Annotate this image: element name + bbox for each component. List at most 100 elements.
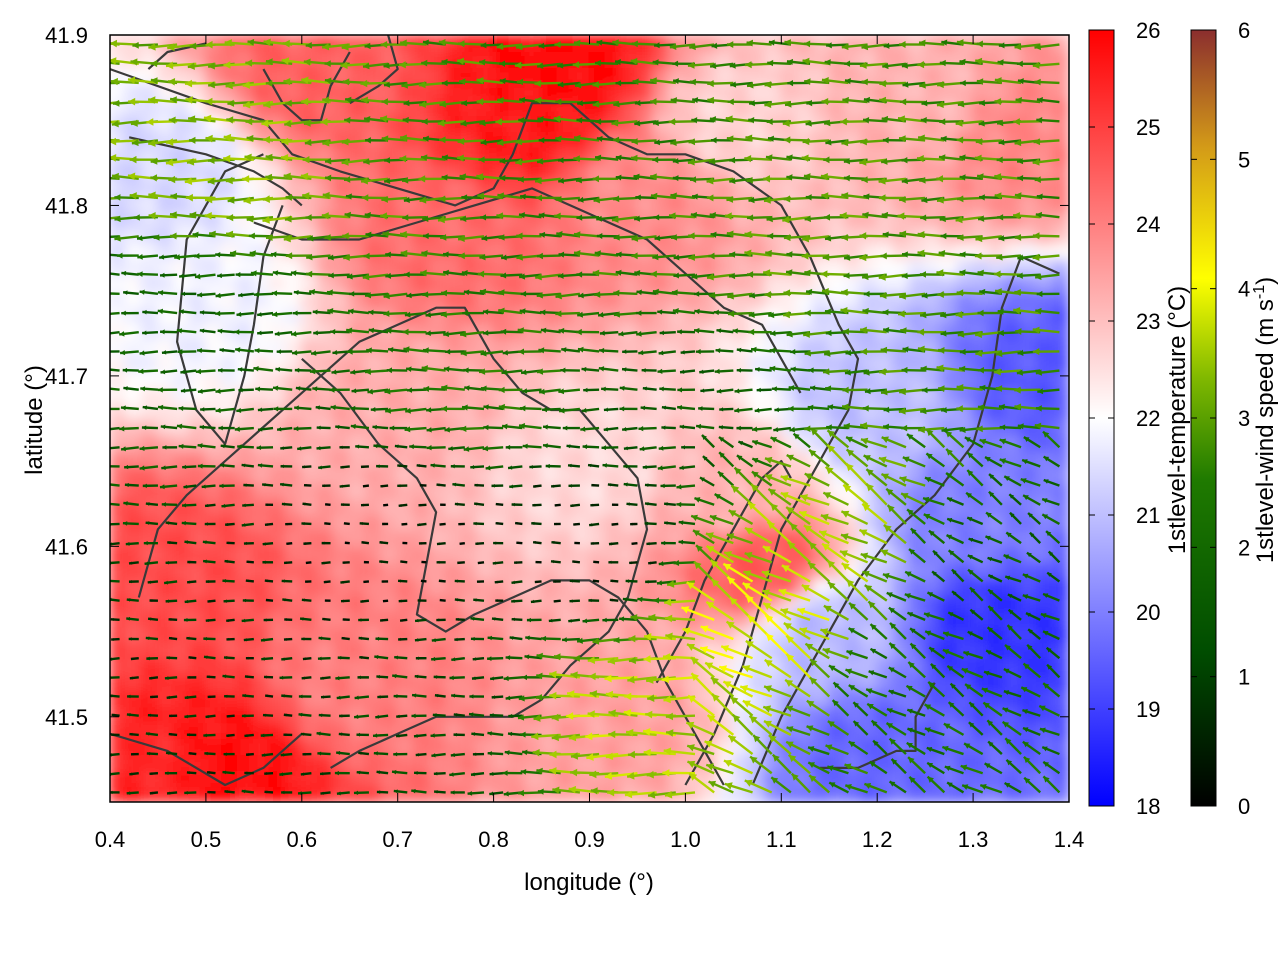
heatmap-cell bbox=[636, 689, 655, 708]
heatmap-cell bbox=[1036, 353, 1055, 372]
heatmap-cell bbox=[156, 369, 175, 388]
heatmap-cell bbox=[172, 625, 191, 644]
heatmap-cell bbox=[764, 641, 783, 660]
heatmap-cell bbox=[110, 497, 127, 516]
heatmap-cell bbox=[284, 417, 303, 436]
heatmap-cell bbox=[972, 97, 991, 116]
heatmap-cell bbox=[110, 705, 127, 724]
heatmap-cell bbox=[396, 481, 415, 500]
heatmap-cell bbox=[380, 337, 399, 356]
heatmap-cell bbox=[636, 769, 655, 788]
heatmap-cell bbox=[460, 673, 479, 692]
heatmap-cell bbox=[604, 49, 623, 68]
wind-arrow bbox=[324, 503, 331, 506]
heatmap-cell bbox=[588, 785, 607, 802]
heatmap-cell bbox=[700, 225, 719, 244]
heatmap-cell bbox=[220, 289, 239, 308]
heatmap-cell bbox=[524, 129, 543, 148]
heatmap-cell bbox=[732, 353, 751, 372]
heatmap-cell bbox=[492, 737, 511, 756]
heatmap-cell bbox=[796, 369, 815, 388]
heatmap-cell bbox=[812, 225, 831, 244]
heatmap-cell bbox=[860, 257, 879, 276]
heatmap-cell bbox=[268, 97, 287, 116]
heatmap-cell bbox=[652, 289, 671, 308]
heatmap-cell bbox=[300, 561, 319, 580]
heatmap-cell bbox=[668, 65, 687, 84]
heatmap-cell bbox=[268, 737, 287, 756]
heatmap-cell bbox=[540, 737, 559, 756]
wind-arrow bbox=[321, 541, 331, 545]
wind-arrow bbox=[362, 484, 370, 488]
heatmap-cell bbox=[316, 353, 335, 372]
heatmap-cell bbox=[636, 305, 655, 324]
heatmap-cell bbox=[444, 81, 463, 100]
heatmap-cell bbox=[236, 177, 255, 196]
wind-arrow bbox=[245, 656, 254, 660]
heatmap-cell bbox=[1036, 305, 1055, 324]
heatmap-cell bbox=[732, 257, 751, 276]
heatmap-cell bbox=[348, 353, 367, 372]
wind-arrow bbox=[265, 503, 274, 507]
heatmap-cell bbox=[124, 721, 143, 740]
heatmap-cell bbox=[380, 257, 399, 276]
heatmap-cell bbox=[556, 273, 575, 292]
heatmap-cell bbox=[604, 241, 623, 260]
heatmap-cell bbox=[684, 449, 703, 468]
heatmap-cell bbox=[156, 225, 175, 244]
heatmap-cell bbox=[156, 737, 175, 756]
heatmap-cell bbox=[110, 561, 127, 580]
heatmap-cell bbox=[540, 257, 559, 276]
heatmap-cell bbox=[110, 129, 127, 148]
heatmap-cell bbox=[476, 225, 495, 244]
heatmap-cell bbox=[396, 433, 415, 452]
heatmap-cell bbox=[380, 529, 399, 548]
heatmap-cell bbox=[876, 113, 895, 132]
heatmap-cell bbox=[636, 129, 655, 148]
heatmap-cell bbox=[332, 305, 351, 324]
heatmap-cell bbox=[924, 769, 943, 788]
heatmap-cell bbox=[492, 753, 511, 772]
heatmap-cell bbox=[188, 785, 207, 802]
heatmap-cell bbox=[732, 97, 751, 116]
heatmap-cell bbox=[204, 625, 223, 644]
heatmap-cell bbox=[492, 705, 511, 724]
heatmap-cell bbox=[364, 305, 383, 324]
heatmap-cell bbox=[396, 513, 415, 532]
heatmap-cell bbox=[892, 35, 911, 52]
heatmap-cell bbox=[652, 593, 671, 612]
heatmap-cell bbox=[460, 657, 479, 676]
heatmap-cell bbox=[492, 225, 511, 244]
heatmap-cell bbox=[636, 369, 655, 388]
wind-arrow bbox=[363, 580, 370, 584]
heatmap-cell bbox=[380, 481, 399, 500]
heatmap-cell bbox=[124, 49, 143, 68]
heatmap-cell bbox=[268, 385, 287, 404]
heatmap-cell bbox=[268, 721, 287, 740]
heatmap-cell bbox=[364, 65, 383, 84]
heatmap-cell bbox=[476, 545, 495, 564]
heatmap-cell bbox=[652, 497, 671, 516]
heatmap-cell bbox=[988, 225, 1007, 244]
heatmap-cell bbox=[348, 609, 367, 628]
heatmap-cell bbox=[876, 35, 895, 52]
heatmap-cell bbox=[460, 561, 479, 580]
heatmap-cell bbox=[300, 465, 319, 484]
heatmap-cell bbox=[268, 513, 287, 532]
heatmap-cell bbox=[652, 577, 671, 596]
heatmap-cell bbox=[300, 593, 319, 612]
heatmap-cell bbox=[316, 769, 335, 788]
heatmap-cell bbox=[588, 321, 607, 340]
heatmap-cell bbox=[284, 465, 303, 484]
heatmap-cell bbox=[1004, 401, 1023, 420]
heatmap-cell bbox=[172, 497, 191, 516]
heatmap-cell bbox=[524, 545, 543, 564]
heatmap-cell bbox=[332, 577, 351, 596]
heatmap-cell bbox=[332, 209, 351, 228]
heatmap-cell bbox=[236, 289, 255, 308]
heatmap-cell bbox=[844, 465, 863, 484]
heatmap-cell bbox=[652, 81, 671, 100]
heatmap-cell bbox=[1052, 673, 1069, 692]
heatmap-cell bbox=[668, 225, 687, 244]
heatmap-cell bbox=[412, 177, 431, 196]
